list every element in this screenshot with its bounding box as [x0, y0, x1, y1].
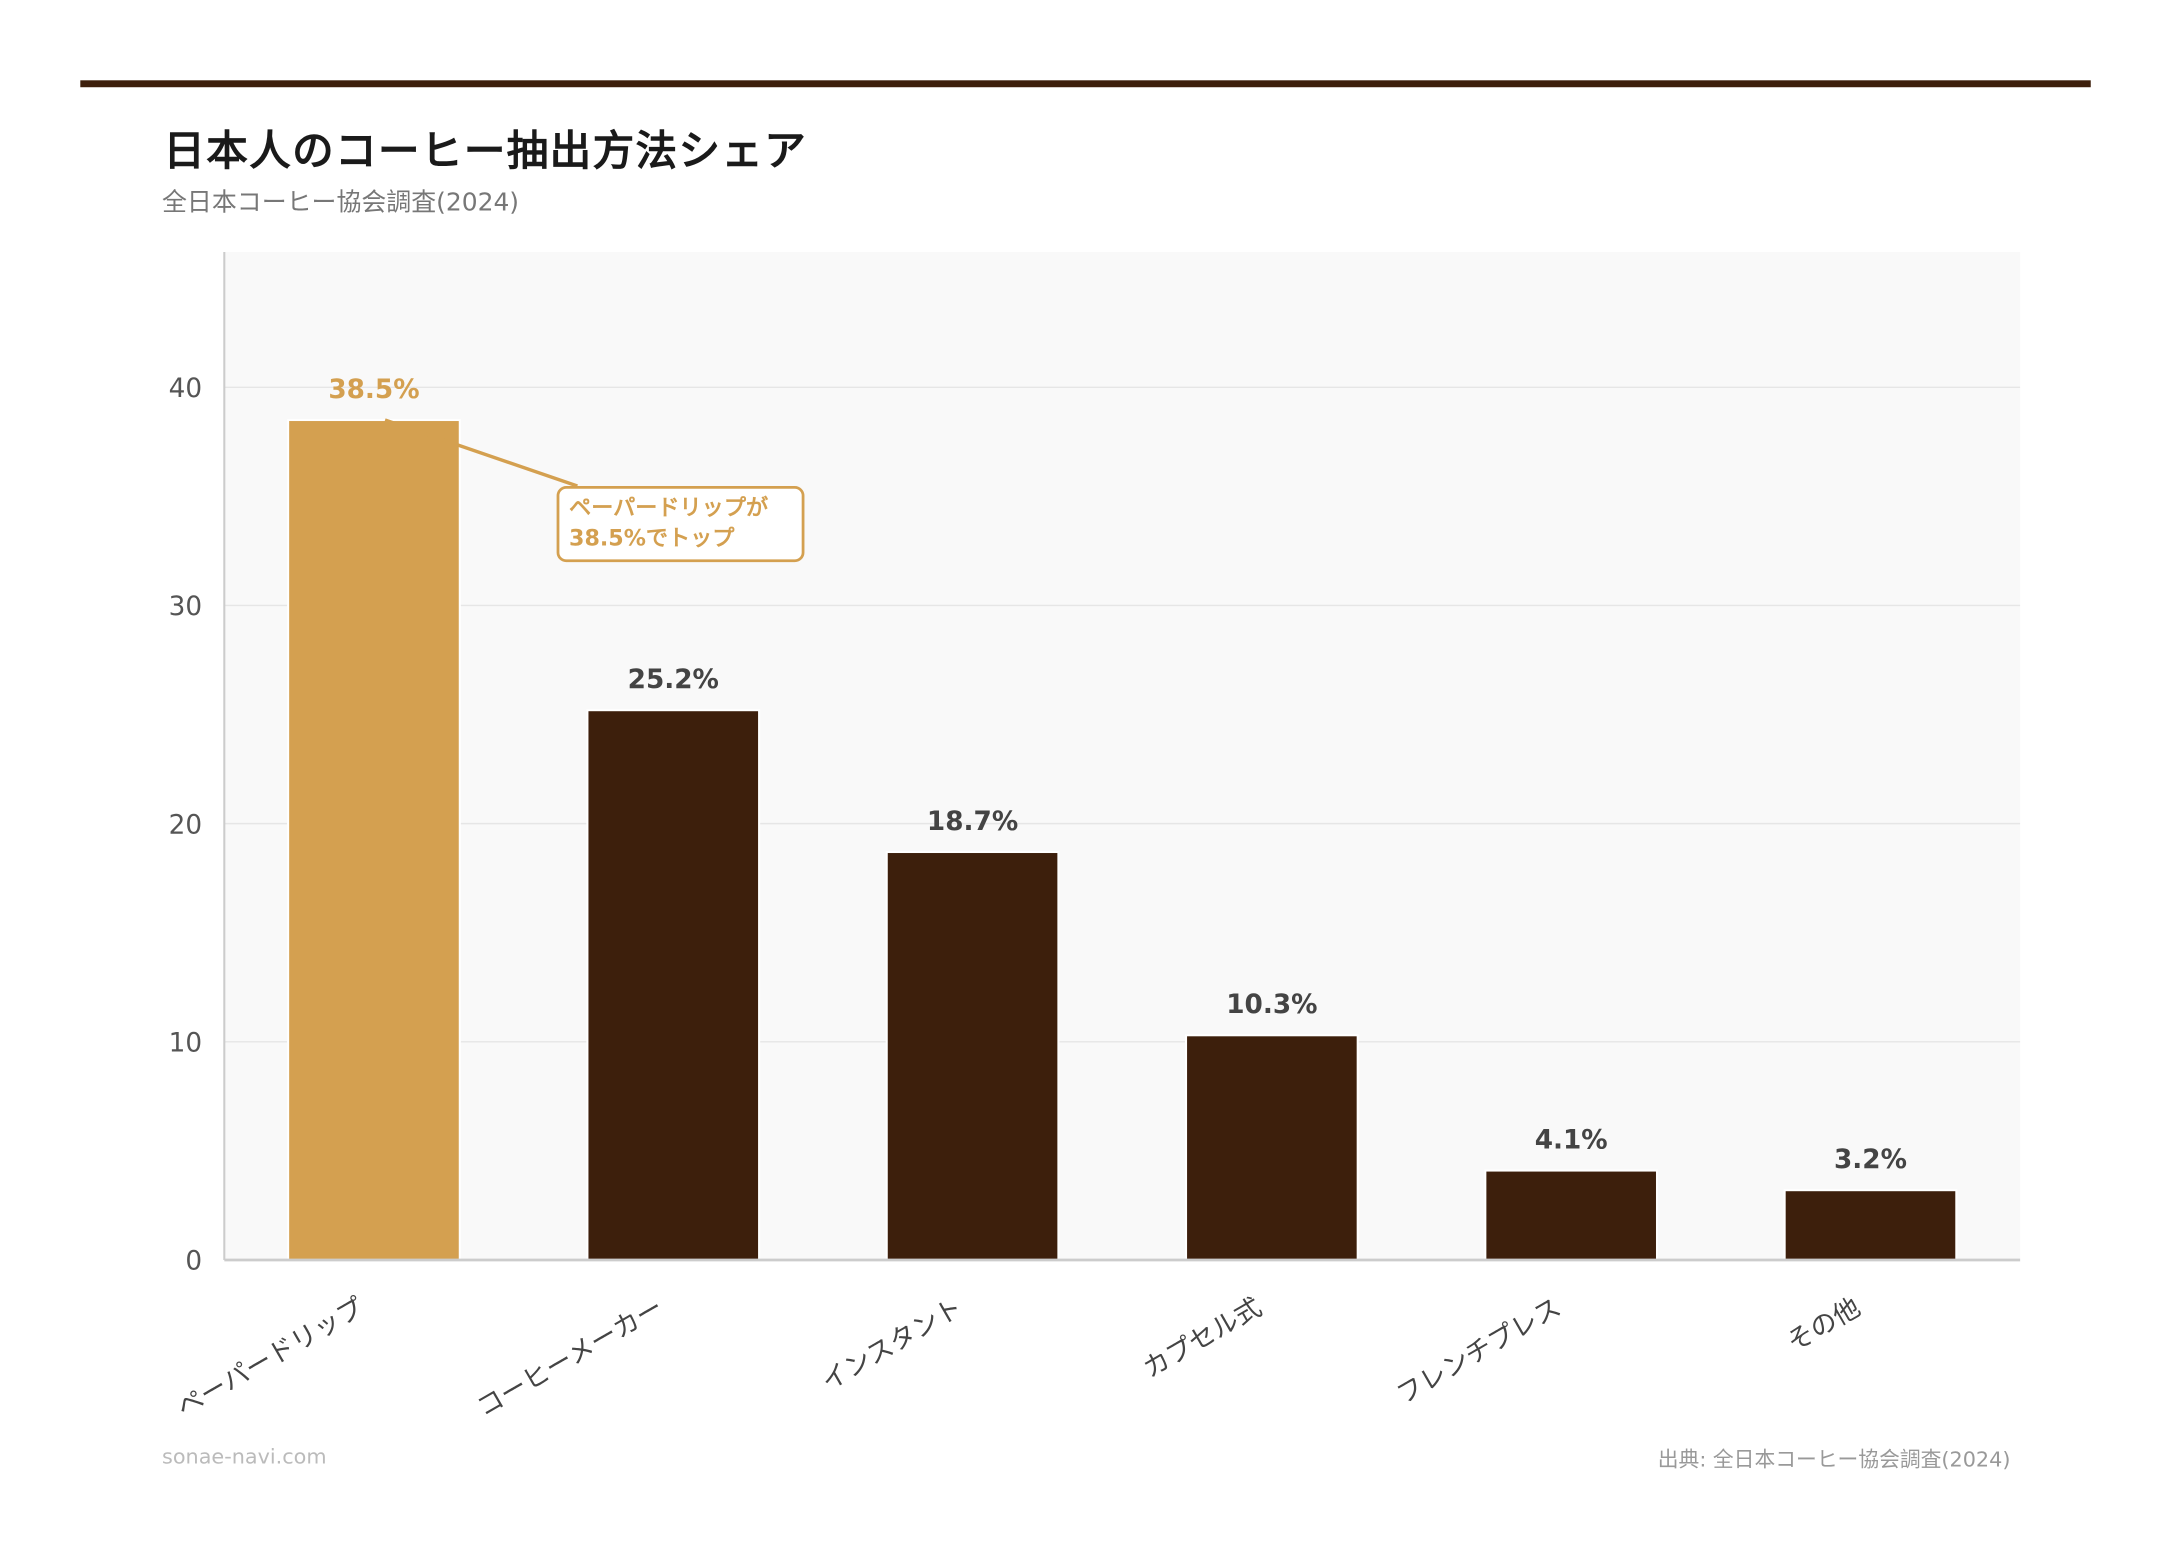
y-tick-label: 0 [185, 1247, 202, 1277]
site-credit: sonae-navi.com [161, 1444, 327, 1470]
x-tick-label: ペーパードリップ [172, 1293, 369, 1424]
data-label: 38.5% [328, 375, 419, 405]
annotation-text: 38.5%でトップ [569, 526, 735, 552]
data-label: 18.7% [927, 807, 1018, 837]
x-tick-label: インスタント [817, 1293, 968, 1398]
bar [287, 418, 461, 1262]
annotation-text: ペーパードリップが [569, 495, 769, 521]
top-accent-bar [80, 80, 2091, 88]
y-tick-label: 20 [169, 810, 202, 840]
data-label: 10.3% [1226, 990, 1317, 1020]
bar [1484, 1169, 1659, 1262]
bar [586, 709, 761, 1262]
data-label: 4.1% [1535, 1125, 1608, 1155]
data-label: 3.2% [1834, 1145, 1907, 1175]
y-tick-label: 10 [169, 1028, 202, 1058]
x-tick-label: フレンチプレス [1392, 1293, 1566, 1411]
x-tick-label: コーヒーメーカー [472, 1293, 668, 1424]
chart-subtitle: 全日本コーヒー協会調査(2024) [161, 188, 520, 218]
y-tick-label: 40 [169, 374, 202, 404]
data-label: 25.2% [628, 665, 719, 695]
x-tick-label: その他 [1782, 1293, 1865, 1358]
annotation-box [556, 485, 805, 563]
bar [1783, 1189, 1958, 1262]
plot-background [224, 251, 2021, 1260]
bar [1184, 1034, 1359, 1262]
x-tick-label: カプセル式 [1138, 1293, 1267, 1385]
bar [885, 850, 1060, 1262]
source-credit: 出典: 全日本コーヒー協会調査(2024) [1657, 1446, 2011, 1472]
chart-title: 日本人のコーヒー抽出方法シェア [163, 127, 808, 176]
annotation-leader-line [384, 418, 578, 488]
y-tick-label: 30 [169, 592, 202, 622]
